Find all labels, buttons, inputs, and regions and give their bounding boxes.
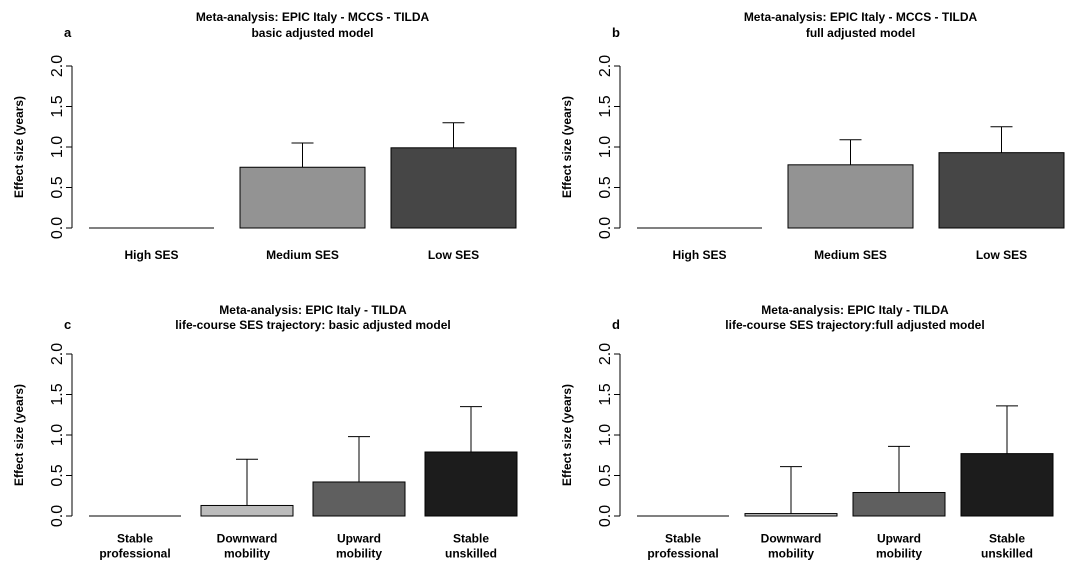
panel-label: d bbox=[612, 317, 620, 332]
chart-panel-d: d Meta-analysis: EPIC Italy - TILDAlife-c… bbox=[560, 303, 1054, 561]
category-label: High SES bbox=[672, 248, 726, 262]
y-tick-label: 1.5 bbox=[49, 383, 66, 405]
bar bbox=[390, 147, 517, 229]
chart-title: Meta-analysis: EPIC Italy - TILDA bbox=[761, 303, 949, 317]
y-tick-label: 0.0 bbox=[49, 217, 66, 239]
y-tick-label: 1.5 bbox=[597, 383, 614, 405]
category-label: Low SES bbox=[428, 248, 479, 262]
bar bbox=[312, 481, 406, 517]
category-label: Downward bbox=[761, 532, 822, 546]
chart-panel-c: c Meta-analysis: EPIC Italy - TILDAlife-c… bbox=[12, 303, 518, 561]
y-axis-label: Effect size (years) bbox=[12, 384, 26, 486]
chart-title: Meta-analysis: EPIC Italy - MCCS - TILDA bbox=[196, 10, 430, 24]
y-tick-label: 0.5 bbox=[49, 464, 66, 486]
chart-panel-a: a Meta-analysis: EPIC Italy - MCCS - TILD… bbox=[12, 10, 517, 262]
panel-label: b bbox=[612, 25, 620, 40]
y-tick-label: 1.0 bbox=[597, 424, 614, 446]
category-label: mobility bbox=[224, 547, 270, 561]
y-tick-label: 2.0 bbox=[49, 55, 66, 77]
chart-title: Meta-analysis: EPIC Italy - TILDA bbox=[219, 303, 407, 317]
category-label: Stable bbox=[453, 532, 489, 546]
chart-title: Meta-analysis: EPIC Italy - MCCS - TILDA bbox=[744, 10, 978, 24]
category-label: Low SES bbox=[976, 248, 1027, 262]
chart-subtitle: life-course SES trajectory: basic adjust… bbox=[175, 318, 450, 332]
y-axis-label: Effect size (years) bbox=[560, 96, 574, 198]
bar bbox=[744, 513, 838, 517]
category-label: Stable bbox=[989, 532, 1025, 546]
category-label: professional bbox=[99, 547, 170, 561]
panel-label: c bbox=[64, 317, 71, 332]
bar bbox=[239, 166, 366, 229]
chart-subtitle: basic adjusted model bbox=[251, 26, 373, 40]
bar bbox=[200, 504, 294, 517]
chart-subtitle: life-course SES trajectory:full adjusted… bbox=[725, 318, 984, 332]
y-tick-label: 2.0 bbox=[597, 55, 614, 77]
category-label: Stable bbox=[665, 532, 701, 546]
category-label: Upward bbox=[877, 532, 921, 546]
bar bbox=[787, 164, 914, 229]
y-tick-label: 1.0 bbox=[49, 136, 66, 158]
y-tick-label: 2.0 bbox=[597, 343, 614, 365]
bar bbox=[960, 453, 1054, 517]
category-label: unskilled bbox=[981, 547, 1033, 561]
category-label: mobility bbox=[768, 547, 814, 561]
y-tick-label: 0.5 bbox=[49, 176, 66, 198]
category-label: unskilled bbox=[445, 547, 497, 561]
y-tick-label: 1.0 bbox=[597, 136, 614, 158]
y-tick-label: 1.0 bbox=[49, 424, 66, 446]
category-label: Medium SES bbox=[266, 248, 339, 262]
y-tick-label: 1.5 bbox=[597, 95, 614, 117]
chart-subtitle: full adjusted model bbox=[806, 26, 915, 40]
y-tick-label: 0.0 bbox=[597, 505, 614, 527]
category-label: Upward bbox=[337, 532, 381, 546]
bar bbox=[938, 152, 1065, 229]
panel-label: a bbox=[64, 25, 72, 40]
y-tick-label: 0.5 bbox=[597, 464, 614, 486]
category-label: Downward bbox=[217, 532, 278, 546]
bar bbox=[424, 451, 518, 517]
category-label: professional bbox=[647, 547, 718, 561]
category-label: Medium SES bbox=[814, 248, 887, 262]
y-tick-label: 1.5 bbox=[49, 95, 66, 117]
chart-panel-b: b Meta-analysis: EPIC Italy - MCCS - TILD… bbox=[560, 10, 1065, 262]
bar bbox=[852, 492, 946, 517]
y-tick-label: 2.0 bbox=[49, 343, 66, 365]
category-label: Stable bbox=[117, 532, 153, 546]
category-label: mobility bbox=[876, 547, 922, 561]
category-label: High SES bbox=[124, 248, 178, 262]
category-label: mobility bbox=[336, 547, 382, 561]
y-axis-label: Effect size (years) bbox=[12, 96, 26, 198]
y-axis-label: Effect size (years) bbox=[560, 384, 574, 486]
y-tick-label: 0.0 bbox=[49, 505, 66, 527]
y-tick-label: 0.0 bbox=[597, 217, 614, 239]
y-tick-label: 0.5 bbox=[597, 176, 614, 198]
